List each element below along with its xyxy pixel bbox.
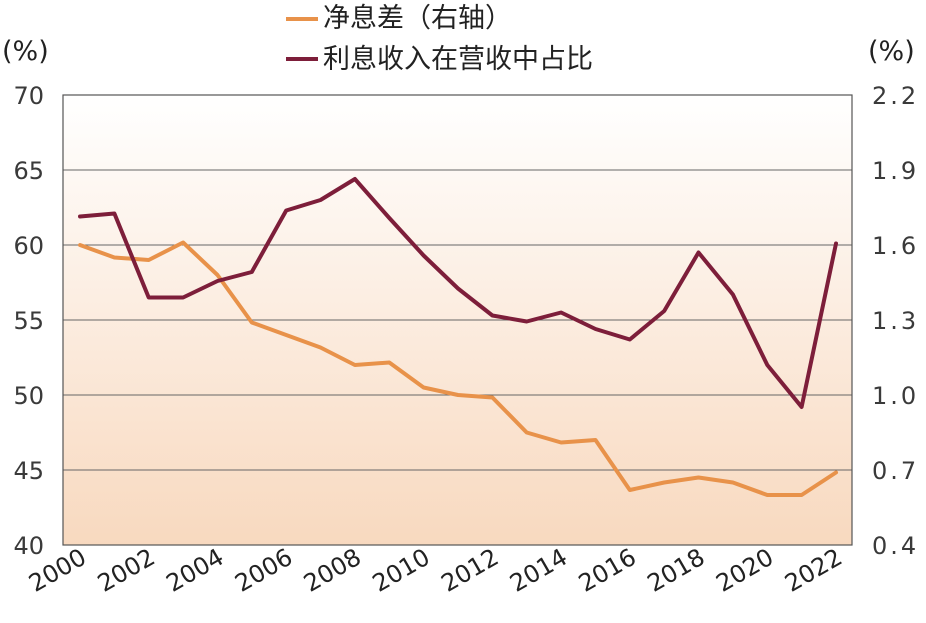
left-tick-label: 70 (13, 82, 44, 110)
x-tick-label: 2016 (574, 543, 641, 598)
x-tick-label: 2022 (780, 543, 847, 598)
right-tick-label: 1.3 (872, 307, 919, 335)
x-tick-label: 2018 (643, 543, 710, 598)
series-line-interest-income-share (78, 177, 838, 409)
right-tick-label: 1.6 (872, 232, 919, 260)
left-tick-label: 60 (13, 232, 44, 260)
left-axis-ticks: 70 65 60 55 50 45 40 (13, 82, 44, 560)
x-tick-label: 2012 (436, 543, 503, 598)
legend-label-net-interest-margin: 净息差（右轴） (323, 3, 512, 34)
plot-frame (62, 94, 853, 546)
right-tick-label: 2.2 (872, 82, 919, 110)
x-tick-label: 2014 (505, 543, 572, 598)
right-tick-label: 0.7 (872, 457, 919, 485)
series-lines (78, 177, 838, 497)
right-tick-label: 1.9 (872, 157, 919, 185)
legend-label-interest-income-share: 利息收入在营收中占比 (323, 44, 593, 75)
x-tick-label: 2020 (711, 543, 778, 598)
left-tick-label: 55 (13, 307, 44, 335)
x-axis-ticks: 2000 2002 2004 2006 2008 2010 2012 2014 2016 2018… (24, 543, 847, 598)
x-tick-label: 2002 (93, 543, 160, 598)
left-tick-label: 50 (13, 382, 44, 410)
x-tick-label: 2004 (162, 543, 229, 598)
x-tick-label: 2006 (230, 543, 297, 598)
left-tick-label: 40 (13, 532, 44, 560)
left-tick-label: 65 (13, 157, 44, 185)
right-tick-label: 0.4 (872, 532, 919, 560)
left-axis-unit: (%) (2, 36, 49, 67)
right-axis-unit: (%) (868, 36, 915, 67)
left-tick-label: 45 (13, 457, 44, 485)
legend: 净息差（右轴） 利息收入在营收中占比 (286, 3, 593, 75)
x-tick-label: 2010 (368, 543, 435, 598)
right-axis-ticks: 2.2 1.9 1.6 1.3 1.0 0.7 0.4 (872, 82, 919, 560)
x-tick-label: 2008 (299, 543, 366, 598)
right-tick-label: 1.0 (872, 382, 919, 410)
series-line-net-interest-margin (78, 240, 838, 497)
